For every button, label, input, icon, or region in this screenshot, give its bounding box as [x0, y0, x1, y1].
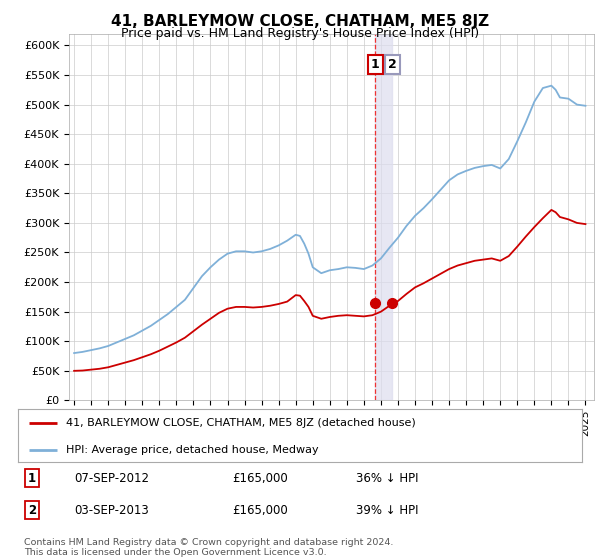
Text: Contains HM Land Registry data © Crown copyright and database right 2024.
This d: Contains HM Land Registry data © Crown c… — [24, 538, 394, 557]
Text: 07-SEP-2012: 07-SEP-2012 — [74, 472, 149, 485]
Text: 36% ↓ HPI: 36% ↓ HPI — [356, 472, 419, 485]
Text: 41, BARLEYMOW CLOSE, CHATHAM, ME5 8JZ: 41, BARLEYMOW CLOSE, CHATHAM, ME5 8JZ — [111, 14, 489, 29]
Text: 39% ↓ HPI: 39% ↓ HPI — [356, 503, 419, 516]
Text: 41, BARLEYMOW CLOSE, CHATHAM, ME5 8JZ (detached house): 41, BARLEYMOW CLOSE, CHATHAM, ME5 8JZ (d… — [66, 418, 416, 428]
Text: £165,000: £165,000 — [232, 503, 288, 516]
Text: 1: 1 — [371, 58, 380, 71]
Text: 03-SEP-2013: 03-SEP-2013 — [74, 503, 149, 516]
Bar — [376, 34, 392, 400]
Text: 2: 2 — [28, 503, 36, 516]
Text: Price paid vs. HM Land Registry's House Price Index (HPI): Price paid vs. HM Land Registry's House … — [121, 27, 479, 40]
Text: 2: 2 — [388, 58, 397, 71]
Text: £165,000: £165,000 — [232, 472, 288, 485]
Text: HPI: Average price, detached house, Medway: HPI: Average price, detached house, Medw… — [66, 445, 319, 455]
Text: 1: 1 — [28, 472, 36, 485]
